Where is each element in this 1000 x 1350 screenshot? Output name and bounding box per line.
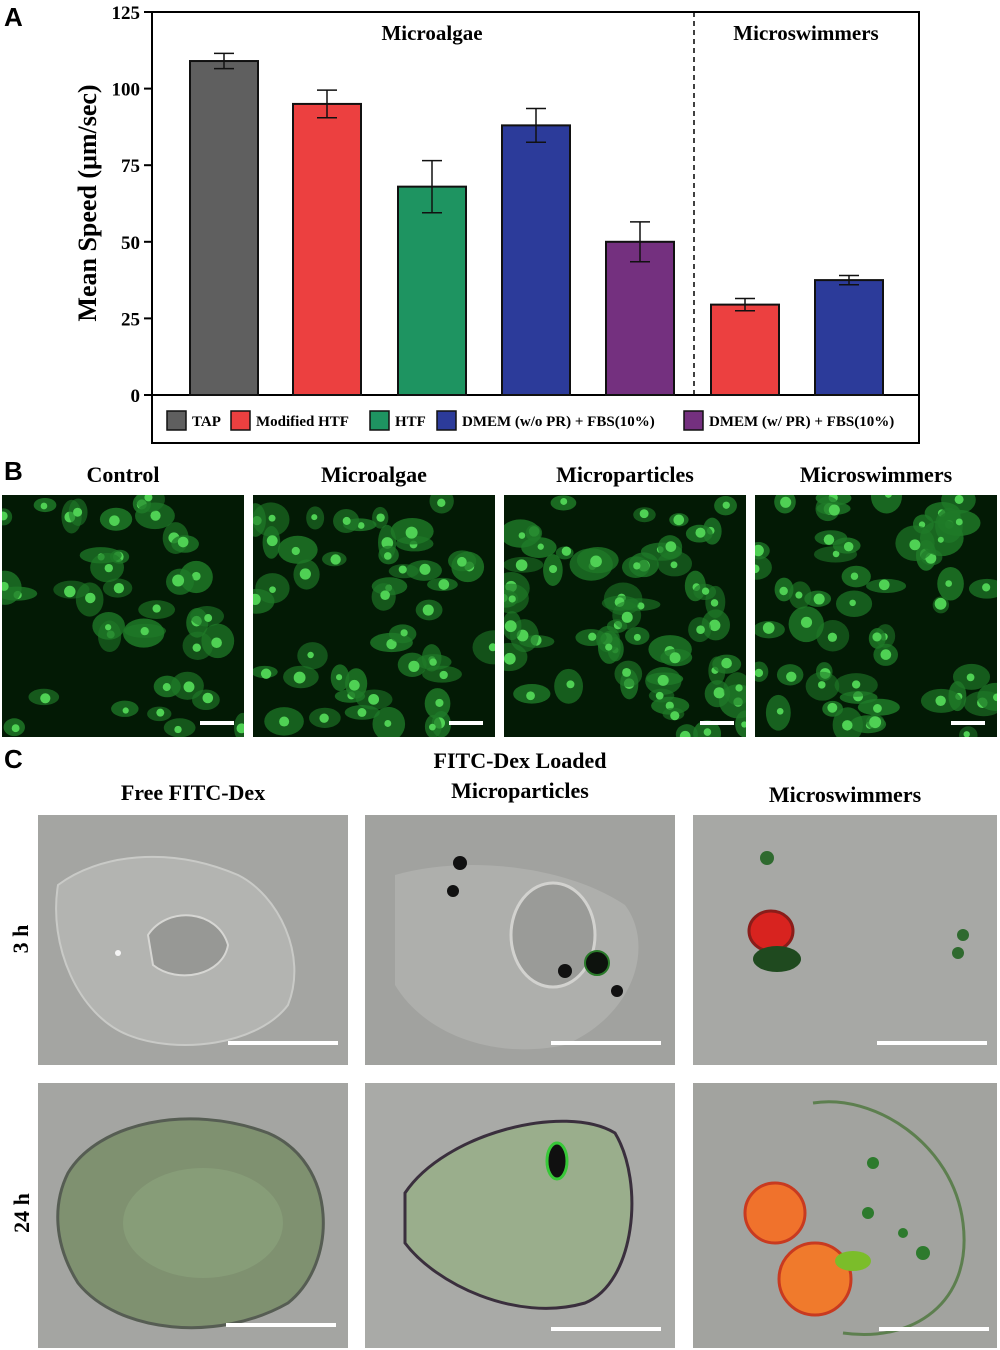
y-tick-label: 0 xyxy=(131,386,141,407)
legend-label: Modified HTF xyxy=(256,414,349,430)
bar-chart: 0 25 50 75 100 125 Mean Speed (μm/sec) Microalg… xyxy=(73,3,920,444)
panel-c-header-loaded-line1: FITC-Dex Loaded xyxy=(433,748,607,773)
legend-label: TAP xyxy=(192,414,221,430)
fluorescence-image-microswimmers xyxy=(755,495,997,737)
bar xyxy=(814,279,884,397)
microscopy-image-microswimmers-3h xyxy=(693,815,997,1065)
bar xyxy=(501,124,571,396)
legend-swatch xyxy=(369,410,390,431)
y-tick-label: 75 xyxy=(121,156,140,177)
y-tick-label: 125 xyxy=(112,3,141,24)
microscopy-image-free-dex-24h xyxy=(38,1083,348,1348)
plot-frame xyxy=(151,11,920,444)
scale-bar xyxy=(200,721,234,725)
fluorescence-image-microparticles xyxy=(504,495,746,737)
bar xyxy=(292,102,362,396)
microscopy-image-microswimmers-24h xyxy=(693,1083,997,1348)
panel-a-label: A xyxy=(4,2,23,32)
group-label-microswimmers: Microswimmers xyxy=(733,21,878,45)
scale-bar xyxy=(877,1041,987,1045)
bar xyxy=(397,185,467,396)
scale-bar xyxy=(551,1041,661,1045)
scale-bar xyxy=(226,1323,336,1327)
legend-label: DMEM (w/ PR) + FBS(10%) xyxy=(709,414,894,430)
scale-bar xyxy=(449,721,483,725)
panel-c-header-microswimmers: Microswimmers xyxy=(768,782,922,807)
legend-swatch xyxy=(683,410,704,431)
row-label-3h: 3 h xyxy=(8,924,33,954)
scale-bar xyxy=(951,721,985,725)
microscopy-image-loaded-microparticles-3h xyxy=(365,815,675,1065)
panel-c-header-free-fitc-dex: Free FITC-Dex xyxy=(120,780,266,805)
panel-b-title-microswimmers: Microswimmers xyxy=(799,462,953,487)
row-label-24h: 24 h xyxy=(9,1193,34,1233)
microscopy-image-free-dex-3h xyxy=(38,815,348,1065)
group-label-microalgae: Microalgae xyxy=(381,21,482,45)
legend-swatch xyxy=(436,410,457,431)
scale-bar xyxy=(551,1327,661,1331)
panel-b-title-microalgae: Microalgae xyxy=(321,462,427,487)
fluorescence-image-control xyxy=(2,495,244,737)
legend-swatch xyxy=(230,410,251,431)
bar xyxy=(605,240,675,396)
panel-b-title-microparticles: Microparticles xyxy=(556,462,694,487)
legend-label: HTF xyxy=(395,414,426,430)
scale-bar xyxy=(228,1041,338,1045)
legend-swatch xyxy=(166,410,187,431)
y-tick-label: 100 xyxy=(112,80,141,101)
panel-c-header-loaded-line2: Microparticles xyxy=(451,778,589,803)
scale-bar xyxy=(879,1327,989,1331)
y-tick-label: 50 xyxy=(121,233,140,254)
legend-label: DMEM (w/o PR) + FBS(10%) xyxy=(462,414,655,430)
bar xyxy=(710,303,780,396)
fluorescence-image-microalgae xyxy=(253,495,495,737)
scale-bar xyxy=(700,721,734,725)
y-tick-label: 25 xyxy=(121,309,140,330)
bar xyxy=(189,60,259,397)
panel-c-label: C xyxy=(4,744,23,774)
panel-b-title-control: Control xyxy=(86,462,160,487)
panel-b-label: B xyxy=(4,456,23,486)
y-axis-label: Mean Speed (μm/sec) xyxy=(73,84,102,321)
microscopy-image-loaded-microparticles-24h xyxy=(365,1083,675,1348)
